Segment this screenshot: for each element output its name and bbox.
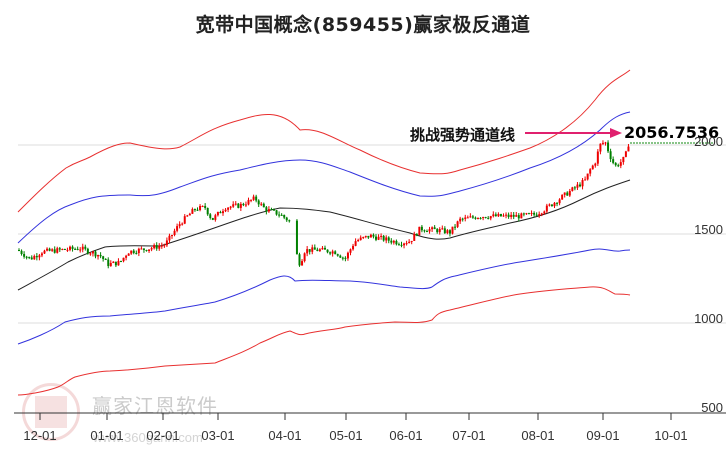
upper-outer-band <box>17 69 631 213</box>
chart-title: 宽带中国概念(859455)赢家极反通道 <box>195 14 531 36</box>
x-tick-03-01: 03-01 <box>201 428 235 443</box>
x-tick-09-01: 09-01 <box>586 428 620 443</box>
annotation-arrow <box>525 128 622 138</box>
x-axis <box>14 412 726 420</box>
y-tick-500: 500 <box>701 400 723 415</box>
x-tick-10-01: 10-01 <box>654 428 688 443</box>
x-tick-04-01: 04-01 <box>268 428 302 443</box>
y-tick-1500: 1500 <box>694 222 723 237</box>
watermark-url: www.360gann.com <box>93 430 203 445</box>
upper-inner-band <box>17 111 631 244</box>
annotation-label: 挑战强势通道线 <box>410 126 516 144</box>
watermark-seal-icon <box>22 383 80 441</box>
x-tick-05-01: 05-01 <box>329 428 363 443</box>
grid <box>18 144 726 324</box>
x-tick-02-01: 02-01 <box>146 428 180 443</box>
middle-line <box>17 179 631 291</box>
watermark-brand: 赢家江恩软件 <box>92 394 218 418</box>
x-tick-07-01: 07-01 <box>452 428 486 443</box>
x-tick-01-01: 01-01 <box>90 428 124 443</box>
y-tick-1000: 1000 <box>694 311 723 326</box>
lower-outer-band <box>17 286 631 396</box>
annotation-value: 2056.7536 <box>624 123 720 142</box>
y-tick-2000: 2000 <box>694 134 723 149</box>
x-tick-06-01: 06-01 <box>389 428 423 443</box>
lower-inner-band <box>17 248 631 345</box>
candlestick-series <box>18 140 630 269</box>
x-tick-08-01: 08-01 <box>521 428 555 443</box>
x-tick-12-01: 12-01 <box>23 428 57 443</box>
